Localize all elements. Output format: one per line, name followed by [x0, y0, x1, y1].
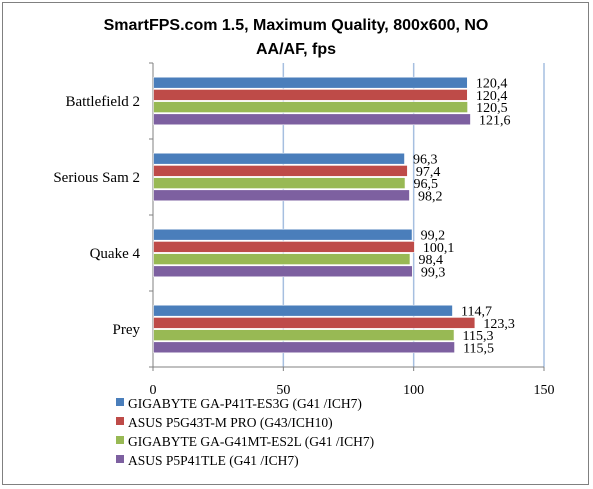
- bar: [153, 228, 413, 241]
- data-label: 123,3: [483, 317, 514, 332]
- bar: [153, 101, 468, 113]
- bar: [153, 329, 455, 341]
- bar: [153, 265, 413, 278]
- legend-label: GIGABYTE GA-P41T-ES3G (G41 /ICH7): [128, 396, 362, 411]
- x-tick-label: 50: [276, 383, 290, 398]
- legend-swatch: [116, 455, 124, 463]
- chart-frame: SmartFPS.com 1.5, Maximum Quality, 800x6…: [2, 2, 589, 485]
- category-label: Prey: [113, 322, 141, 338]
- legend-label: ASUS P5G43T-M PRO (G43/ICH10): [128, 415, 333, 430]
- legend-label: ASUS P5P41TLE (G41 /ICH7): [128, 453, 299, 468]
- legend-swatch: [116, 417, 124, 425]
- data-label: 115,5: [463, 341, 494, 356]
- data-label: 114,7: [461, 305, 492, 320]
- data-label: 115,3: [463, 329, 494, 344]
- category-label: Battlefield 2: [65, 94, 140, 110]
- bar: [153, 341, 455, 354]
- data-label: 99,2: [421, 229, 446, 244]
- data-label: 100,1: [423, 241, 455, 256]
- chart-title-line: SmartFPS.com 1.5, Maximum Quality, 800x6…: [104, 17, 489, 34]
- x-tick-label: 100: [403, 383, 424, 398]
- bar: [153, 152, 405, 165]
- data-label: 96,3: [413, 153, 438, 168]
- legend-swatch: [116, 398, 124, 406]
- category-label: Quake 4: [90, 246, 141, 262]
- chart: SmartFPS.com 1.5, Maximum Quality, 800x6…: [53, 17, 555, 468]
- bar: [153, 189, 410, 202]
- data-label: 120,4: [476, 89, 508, 104]
- bar: [153, 89, 468, 101]
- bar: [153, 317, 476, 329]
- data-label: 98,2: [418, 189, 443, 204]
- bar: [153, 165, 408, 177]
- x-tick-label: 0: [150, 383, 157, 398]
- x-tick-label: 150: [534, 383, 555, 398]
- data-label: 121,6: [479, 113, 511, 128]
- bar: [153, 76, 468, 89]
- data-label: 120,5: [476, 101, 508, 116]
- bar: [153, 241, 415, 253]
- bar: [153, 253, 411, 265]
- data-label: 97,4: [416, 165, 441, 180]
- bar: [153, 113, 471, 126]
- data-label: 96,5: [414, 177, 439, 192]
- bar: [153, 177, 406, 189]
- data-label: 120,4: [476, 77, 508, 92]
- data-label: 98,4: [418, 253, 443, 268]
- bar: [153, 304, 453, 317]
- legend-swatch: [116, 436, 124, 444]
- category-label: Serious Sam 2: [53, 170, 140, 186]
- legend-label: GIGABYTE GA-G41MT-ES2L (G41 /ICH7): [128, 434, 374, 449]
- data-label: 99,3: [421, 265, 446, 280]
- chart-title-line: AA/AF, fps: [256, 41, 336, 58]
